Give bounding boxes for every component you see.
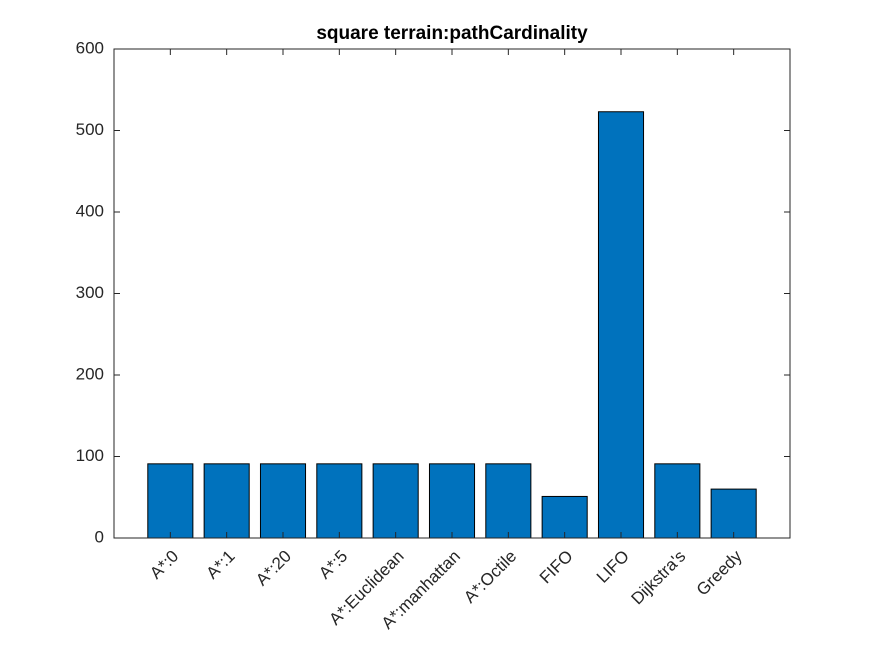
bar-1 [203, 463, 250, 539]
x-tick-label-9: Dijkstra's [628, 547, 690, 609]
bar-8 [597, 111, 645, 539]
y-tick-label-3: 300 [76, 283, 104, 302]
x-tick-label-8: LIFO [593, 547, 633, 587]
bar-2 [259, 463, 307, 539]
chart-title: square terrain:pathCardinality [316, 23, 588, 44]
y-tick-label-0: 0 [95, 527, 104, 546]
bar-0 [147, 463, 194, 539]
x-tick-label-3: A*:5 [315, 547, 351, 583]
x-tick-label-1: A*:1 [203, 547, 239, 583]
x-tick-label-0: A*:0 [146, 547, 182, 583]
y-tick-label-5: 500 [76, 120, 104, 139]
y-tick-label-4: 400 [76, 201, 104, 220]
x-tick-label-7: FIFO [536, 547, 577, 588]
x-tick-label-2: A*:20 [252, 547, 295, 590]
bar-7 [541, 495, 588, 539]
y-axis: 0 100 200 300 400 500 600 [76, 38, 790, 546]
x-tick-label-6: A*:Octile [460, 547, 520, 607]
bar-3 [316, 463, 363, 539]
bar-4 [372, 463, 419, 539]
y-tick-label-1: 100 [76, 446, 104, 465]
bars-layer [147, 111, 757, 539]
x-axis: A*:0 A*:1 A*:20 A*:5A*:EuclideanA*:manhatta… [146, 49, 746, 633]
bar-6 [485, 463, 532, 539]
bar-9 [654, 463, 701, 539]
y-tick-label-2: 200 [76, 364, 104, 383]
bar-10 [710, 488, 757, 539]
bar-5 [428, 463, 476, 539]
x-tick-label-10: Greedy [693, 546, 746, 599]
y-tick-label-6: 600 [76, 38, 104, 57]
